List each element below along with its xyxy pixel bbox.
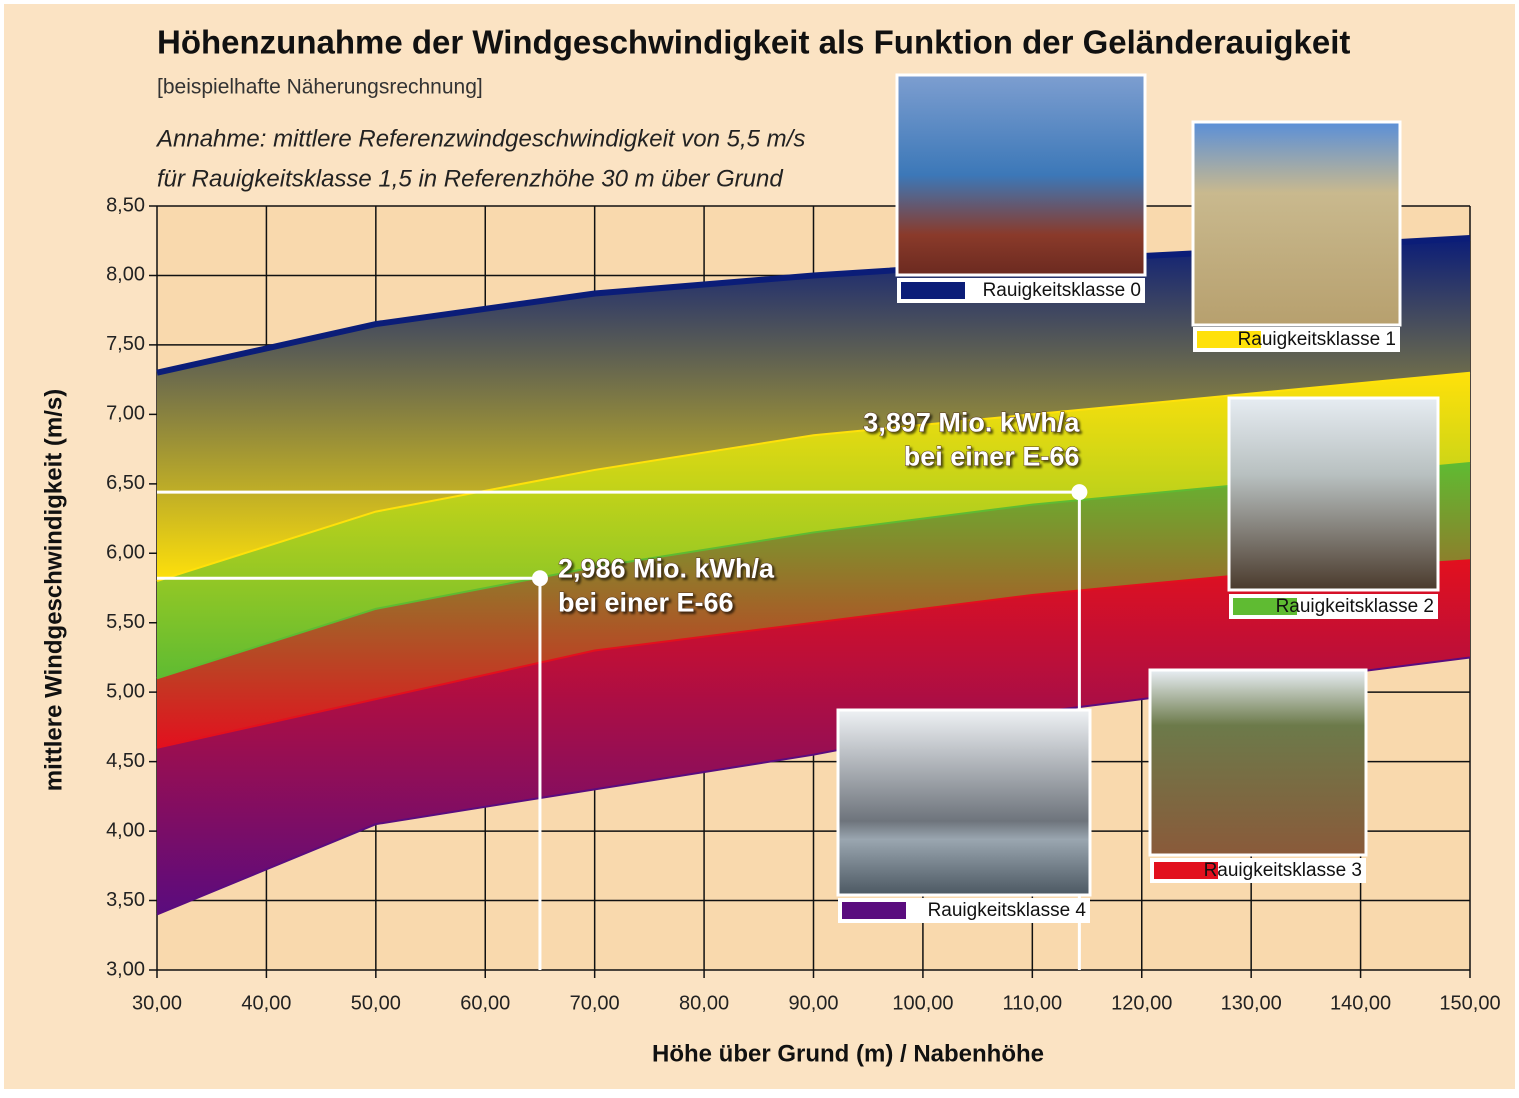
y-tick-label: 3,00 [106,958,145,980]
page: {"chart_data": {"type": "band", "title":… [0,0,1519,1098]
x-tick-label: 60,00 [460,992,510,1014]
x-tick-label: 40,00 [241,992,291,1014]
note: Annahme: mittlere Referenzwindgeschwindi… [155,125,805,152]
x-tick-label: 120,00 [1111,992,1172,1014]
annotation-point [532,570,548,586]
subtitle: [beispielhafte Näherungsrechnung] [157,76,483,99]
y-tick-label: 7,50 [106,333,145,355]
photo [1150,670,1366,855]
y-axis-label: mittlere Windgeschwindigkeit (m/s) [40,389,67,792]
y-tick-label: 7,00 [106,403,145,425]
x-tick-label: 110,00 [1002,992,1062,1014]
x-tick-label: 50,00 [351,992,401,1014]
y-tick-label: 5,00 [106,680,145,702]
y-tick-label: 5,50 [106,611,145,633]
x-tick-label: 150,00 [1439,992,1500,1014]
x-tick-label: 90,00 [788,992,838,1014]
annotation-text: bei einer E-66 [904,441,1080,471]
y-tick-label: 8,50 [106,194,145,216]
y-tick-label: 4,00 [106,819,145,841]
y-tick-label: 6,50 [106,472,145,494]
photo [1193,122,1400,325]
x-tick-label: 30,00 [132,992,182,1014]
legend-label: Rauigkeitsklasse 4 [928,900,1087,921]
chart-title: Höhenzunahme der Windgeschwindigkeit als… [157,24,1350,61]
annotation-point [1071,484,1087,500]
legend-label: Rauigkeitsklasse 3 [1204,860,1362,881]
annotation-text: bei einer E-66 [558,587,734,617]
legend-label: Rauigkeitsklasse 2 [1276,596,1434,617]
chart: Höhenzunahme der Windgeschwindigkeit als… [0,0,1519,1093]
x-tick-label: 140,00 [1330,992,1391,1014]
y-tick-label: 6,00 [106,542,145,564]
y-tick-label: 8,00 [106,264,145,286]
x-axis-label: Höhe über Grund (m) / Nabenhöhe [652,1040,1044,1067]
legend-swatch [842,902,906,919]
legend-label: Rauigkeitsklasse 0 [983,280,1141,301]
x-tick-label: 80,00 [679,992,729,1014]
y-tick-label: 4,50 [106,750,145,772]
annotation-text: 2,986 Mio. kWh/a [558,553,775,583]
x-tick-label: 100,00 [892,992,953,1014]
annotation-text: 3,897 Mio. kWh/a [863,407,1080,437]
y-tick-label: 3,50 [106,889,145,911]
legend-swatch [901,282,965,299]
legend-label: Rauigkeitsklasse 1 [1238,329,1396,350]
photo [1229,398,1438,590]
note: für Rauigkeitsklasse 1,5 in Referenzhöhe… [157,165,783,192]
photo [838,710,1090,895]
photo [897,75,1145,275]
x-tick-label: 70,00 [570,992,620,1014]
x-tick-label: 130,00 [1221,992,1282,1014]
